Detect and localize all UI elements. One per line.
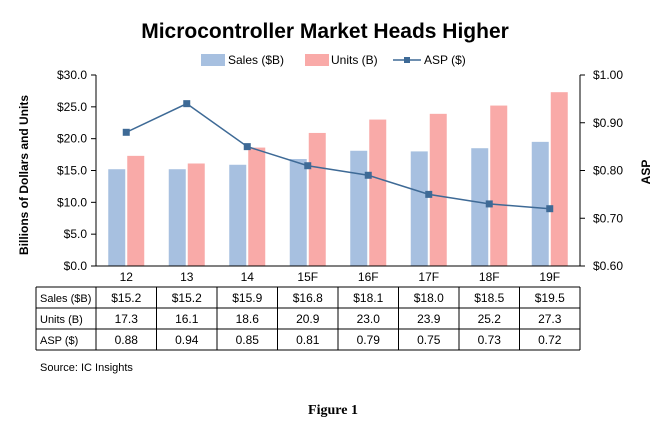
bar-sales [471,148,489,266]
bar-sales [531,141,549,266]
table-row-header: ASP ($) [40,335,78,347]
table-cell: 0.85 [236,333,260,347]
bar-units [248,147,266,266]
table-cell: 23.0 [357,312,381,326]
x-axis-ticks: 12 13 14 15F 16F 17F 18F 19F [120,270,561,284]
bar-sales [289,159,307,266]
legend-asp-label: ASP ($) [424,53,466,67]
bar-units [490,105,508,266]
table-cell: 16.1 [175,312,199,326]
table-cell: $18.1 [353,291,383,305]
y2-axis-label: ASP [639,160,653,185]
table-cell: 0.72 [538,333,562,347]
y-tick-label: $0.0 [64,259,88,273]
x-tick-label: 17F [418,270,439,284]
bar-sales [168,169,186,266]
y2-tick-label: $0.80 [593,164,623,178]
table-cell: 0.81 [296,333,320,347]
y2-tick-label: $0.60 [593,259,623,273]
legend-units-swatch [305,54,329,66]
bar-units [429,113,447,266]
source-note: Source: IC Insights [40,362,133,374]
y2-tick-label: $1.00 [593,68,623,82]
bar-sales [350,150,368,266]
asp-point [122,128,130,136]
table-cell: 27.3 [538,312,562,326]
y-tick-label: $25.0 [57,100,87,114]
table-cell: $15.2 [172,291,202,305]
y2-tick-label: $0.90 [593,116,623,130]
legend-sales-swatch [201,54,225,66]
table-cell: 20.9 [296,312,320,326]
bar-units [369,119,387,266]
bar-units [308,132,326,266]
y-tick-label: $5.0 [64,227,88,241]
y2-tick-label: $0.70 [593,211,623,225]
y-tick-label: $30.0 [57,68,87,82]
table-cell: 0.88 [115,333,139,347]
x-tick-label: 13 [180,270,194,284]
bar-units [127,155,145,266]
asp-point [243,143,251,151]
y-tick-label: $20.0 [57,132,87,146]
legend-sales-label: Sales ($B) [228,53,284,67]
table-cell: $18.5 [474,291,504,305]
y2-axis-ticks: $0.60 $0.70 $0.80 $0.90 $1.00 [580,68,623,273]
x-tick-label: 16F [358,270,379,284]
table-cell: 0.79 [357,333,381,347]
table-cell: 0.73 [478,333,502,347]
table-cell: 18.6 [236,312,260,326]
table-cell: $15.2 [111,291,141,305]
legend-asp-marker [404,57,410,63]
asp-series [122,100,554,213]
x-tick-label: 14 [241,270,255,284]
x-tick-label: 15F [297,270,318,284]
table-cell: 0.94 [175,333,199,347]
x-tick-label: 12 [120,270,134,284]
asp-point [425,190,433,198]
table-row-header: Units (B) [40,314,83,326]
y-tick-label: $10.0 [57,195,87,209]
table-cell: 0.75 [417,333,441,347]
table-cell: 25.2 [478,312,502,326]
asp-point [364,171,372,179]
legend: Sales ($B) Units (B) ASP ($) [201,53,466,67]
bar-units [550,92,568,266]
axes [95,75,581,267]
chart-title: Microcontroller Market Heads Higher [141,20,509,43]
asp-line [125,102,550,210]
x-tick-label: 18F [479,270,500,284]
legend-units-label: Units (B) [331,53,378,67]
y-axis-ticks: $0.0 $5.0 $10.0 $15.0 $20.0 $25.0 $30.0 [57,68,96,273]
table-row-header: Sales ($B) [40,293,91,305]
table-cell: $18.0 [414,291,444,305]
figure-caption: Figure 1 [308,403,358,418]
y-axis-label: Billions of Dollars and Units [17,95,31,255]
y-tick-label: $15.0 [57,164,87,178]
asp-point [304,162,312,170]
table-cell: 17.3 [115,312,139,326]
bar-units [187,163,205,266]
table-cell: $15.9 [232,291,262,305]
asp-point [485,200,493,208]
asp-point [183,100,191,108]
table-cell: $19.5 [535,291,565,305]
x-tick-label: 19F [539,270,560,284]
bar-sales [108,169,126,266]
data-table: Sales ($B) $15.2 $15.2 $15.9 $16.8 $18.1 $18.0… [35,286,581,351]
bar-sales [229,164,247,266]
bar-sales [410,151,428,266]
asp-point [546,205,554,213]
table-cell: $16.8 [293,291,323,305]
bars [108,92,568,266]
table-cell: 23.9 [417,312,441,326]
